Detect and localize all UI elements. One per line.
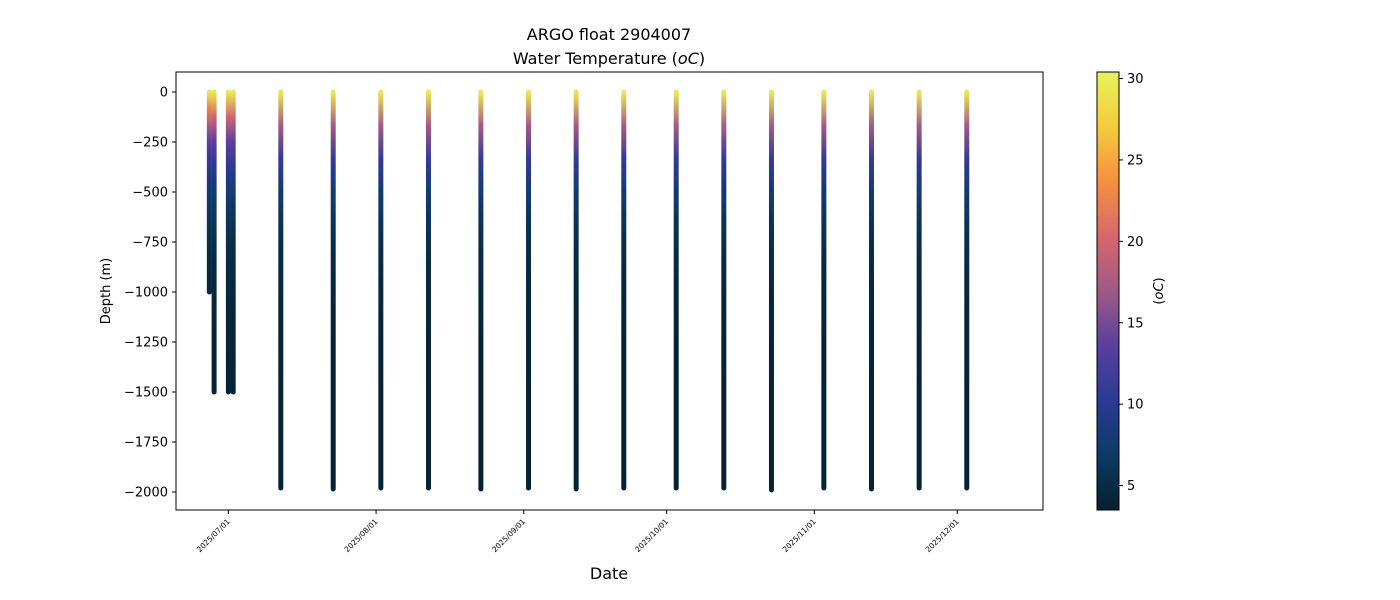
plot-area-frame	[175, 71, 1044, 511]
y-tick-label: −2000	[124, 486, 168, 501]
x-tick-label: 2025/08/01	[343, 517, 380, 554]
y-tick-label: −1750	[124, 436, 168, 451]
y-tick-label: −1500	[124, 386, 168, 401]
chart-title: ARGO float 2904007	[527, 25, 691, 44]
x-tick-label: 2025/07/01	[195, 517, 232, 554]
colorbar-label: (oC)	[1152, 277, 1167, 304]
y-axis-label: Depth (m)	[99, 258, 114, 325]
colorbar-tick-label: 10	[1127, 398, 1144, 413]
x-tick-label: 2025/11/01	[781, 517, 818, 554]
y-tick-label: −1000	[124, 286, 168, 301]
x-axis: 2025/07/01 2025/08/01 2025/09/01 2025/10/01…	[195, 510, 961, 554]
colorbar-tick-label: 20	[1127, 235, 1144, 250]
colorbar-axis: 5 10 15 20 25 30	[1119, 72, 1144, 494]
x-tick-label: 2025/12/01	[924, 517, 961, 554]
colorbar-tick-label: 30	[1127, 72, 1144, 87]
colorbar-tick-label: 5	[1127, 479, 1135, 494]
y-axis: 0 −250 −500 −750 −1000 −1250 −1500 −1750 −2000	[124, 86, 176, 501]
y-tick-label: 0	[160, 86, 168, 101]
x-axis-label: Date	[590, 564, 628, 583]
x-tick-label: 2025/09/01	[490, 517, 527, 554]
chart-subtitle: Water Temperature (oC)	[513, 49, 705, 68]
x-tick-label: 2025/10/01	[633, 517, 670, 554]
y-tick-label: −750	[132, 236, 168, 251]
y-tick-label: −500	[132, 186, 168, 201]
y-tick-label: −1250	[124, 336, 168, 351]
colorbar-tick-label: 15	[1127, 316, 1144, 331]
colorbar-tick-label: 25	[1127, 153, 1144, 168]
colorbar	[1096, 71, 1120, 511]
y-tick-label: −250	[132, 136, 168, 151]
profile-marks	[206, 89, 970, 493]
